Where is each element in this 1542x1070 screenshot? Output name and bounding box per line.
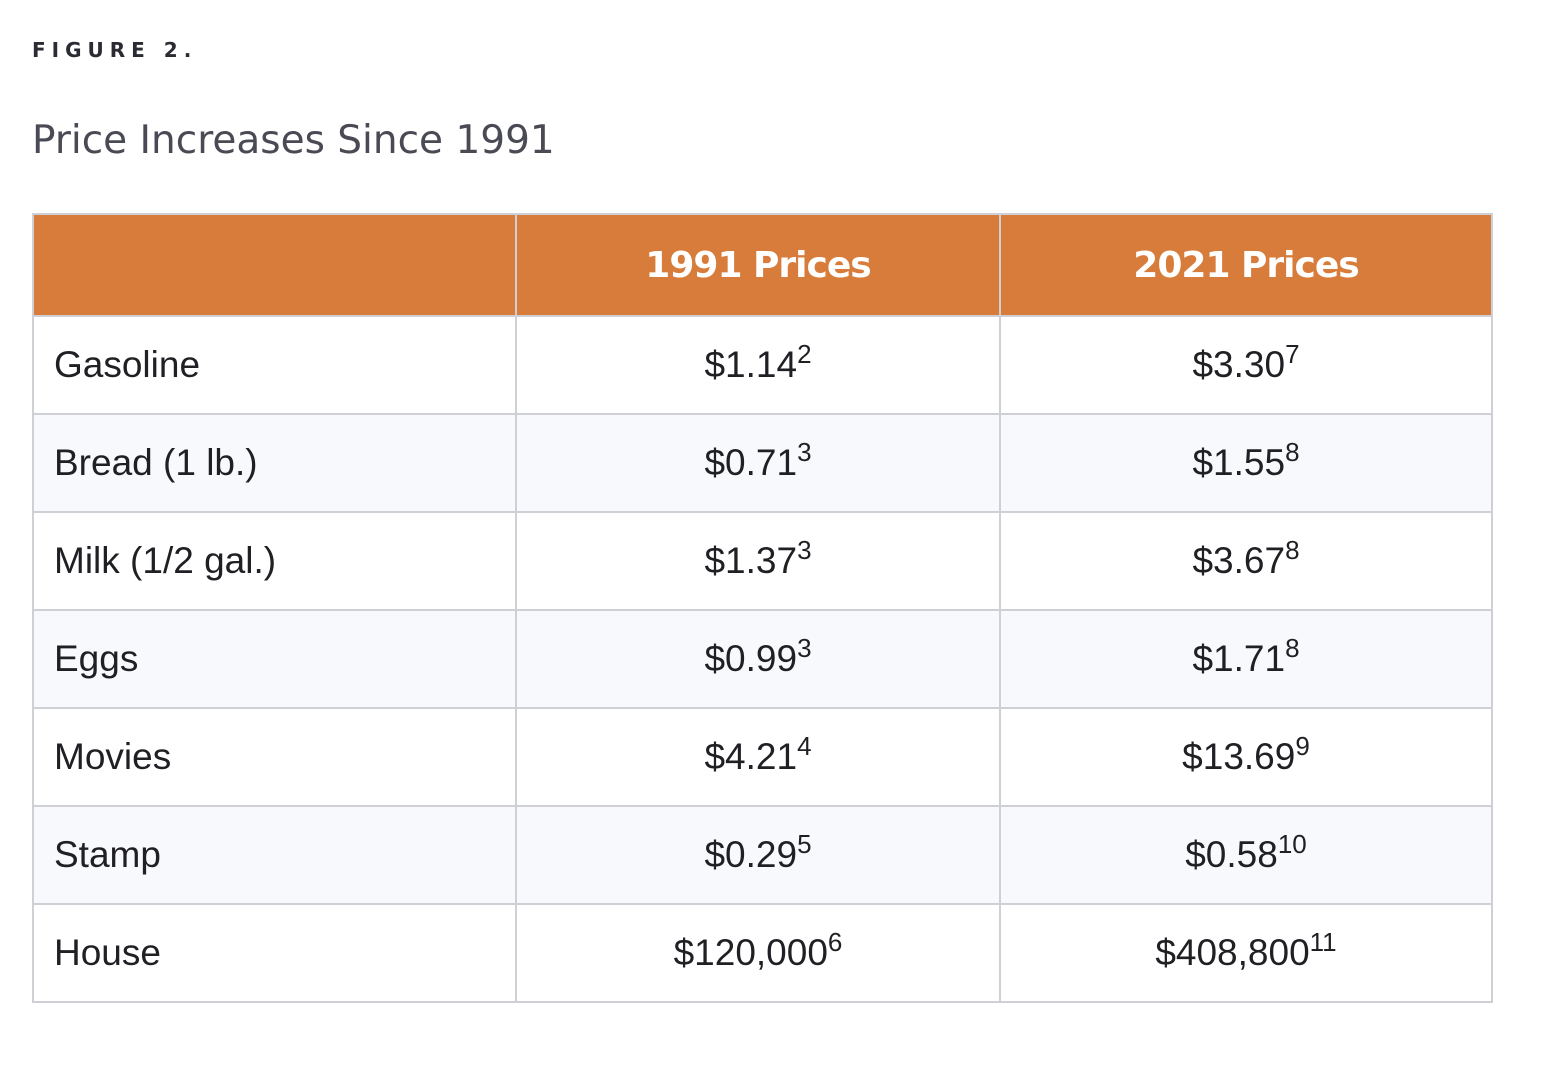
row-item-label: House xyxy=(32,903,517,1003)
price-1991-value: $1.37 xyxy=(704,540,798,581)
footnote-ref: 8 xyxy=(1285,633,1300,663)
table-row: House $120,0006 $408,80011 xyxy=(32,903,1493,1003)
price-2021-value: $408,800 xyxy=(1155,932,1310,973)
price-2021-cell: $3.307 xyxy=(999,315,1493,415)
price-2021-cell: $1.718 xyxy=(999,609,1493,709)
price-table: 1991 Prices 2021 Prices Gasoline $1.142 $3… xyxy=(32,213,1493,1003)
footnote-ref: 6 xyxy=(827,927,843,957)
price-2021-cell: $408,80011 xyxy=(999,903,1493,1003)
footnote-ref: 7 xyxy=(1285,339,1300,369)
price-2021-value: $1.55 xyxy=(1192,442,1286,483)
price-2021-cell: $1.558 xyxy=(999,413,1493,513)
price-2021-cell: $3.678 xyxy=(999,511,1493,611)
price-1991-cell: $0.993 xyxy=(515,609,1001,709)
price-1991-value: $0.29 xyxy=(704,834,798,875)
price-1991-cell: $0.713 xyxy=(515,413,1001,513)
price-2021-value: $3.30 xyxy=(1192,344,1286,385)
row-item-label: Movies xyxy=(32,707,517,807)
table-row: Bread (1 lb.) $0.713 $1.558 xyxy=(32,413,1493,513)
price-1991-value: $0.99 xyxy=(704,638,798,679)
footnote-ref: 4 xyxy=(797,731,812,761)
price-1991-cell: $120,0006 xyxy=(515,903,1001,1003)
table-row: Movies $4.214 $13.699 xyxy=(32,707,1493,807)
footnote-ref: 10 xyxy=(1277,829,1307,859)
row-item-label: Eggs xyxy=(32,609,517,709)
price-2021-value: $13.69 xyxy=(1182,736,1296,777)
footnote-ref: 8 xyxy=(1285,535,1300,565)
price-1991-value: $1.14 xyxy=(704,344,798,385)
price-1991-cell: $1.373 xyxy=(515,511,1001,611)
table-row: Gasoline $1.142 $3.307 xyxy=(32,315,1493,415)
row-item-label: Milk (1/2 gal.) xyxy=(32,511,517,611)
price-2021-cell: $0.5810 xyxy=(999,805,1493,905)
footnote-ref: 3 xyxy=(797,437,812,467)
price-1991-cell: $1.142 xyxy=(515,315,1001,415)
price-2021-cell: $13.699 xyxy=(999,707,1493,807)
table-body: Gasoline $1.142 $3.307 Bread (1 lb.) $0.713 $… xyxy=(32,315,1493,1003)
price-1991-cell: $4.214 xyxy=(515,707,1001,807)
footnote-ref: 3 xyxy=(797,633,812,663)
price-2021-value: $0.58 xyxy=(1185,834,1278,875)
price-1991-value: $120,000 xyxy=(673,932,828,973)
table-header-row: 1991 Prices 2021 Prices xyxy=(32,213,1493,317)
footnote-ref: 3 xyxy=(797,535,812,565)
footnote-ref: 8 xyxy=(1285,437,1300,467)
footnote-ref: 11 xyxy=(1309,927,1337,957)
price-1991-cell: $0.295 xyxy=(515,805,1001,905)
footnote-ref: 9 xyxy=(1295,731,1310,761)
footnote-ref: 2 xyxy=(797,339,812,369)
figure-label: FIGURE 2. xyxy=(32,38,198,62)
table-row: Milk (1/2 gal.) $1.373 $3.678 xyxy=(32,511,1493,611)
footnote-ref: 5 xyxy=(797,829,812,859)
price-2021-value: $1.71 xyxy=(1192,638,1286,679)
price-1991-value: $0.71 xyxy=(704,442,798,483)
row-item-label: Bread (1 lb.) xyxy=(32,413,517,513)
figure-title: Price Increases Since 1991 xyxy=(32,118,555,163)
column-header-item xyxy=(32,213,517,317)
table-row: Stamp $0.295 $0.5810 xyxy=(32,805,1493,905)
column-header-1991: 1991 Prices xyxy=(515,213,1001,317)
column-header-2021: 2021 Prices xyxy=(999,213,1493,317)
row-item-label: Stamp xyxy=(32,805,517,905)
price-1991-value: $4.21 xyxy=(704,736,798,777)
table-row: Eggs $0.993 $1.718 xyxy=(32,609,1493,709)
price-2021-value: $3.67 xyxy=(1192,540,1286,581)
row-item-label: Gasoline xyxy=(32,315,517,415)
